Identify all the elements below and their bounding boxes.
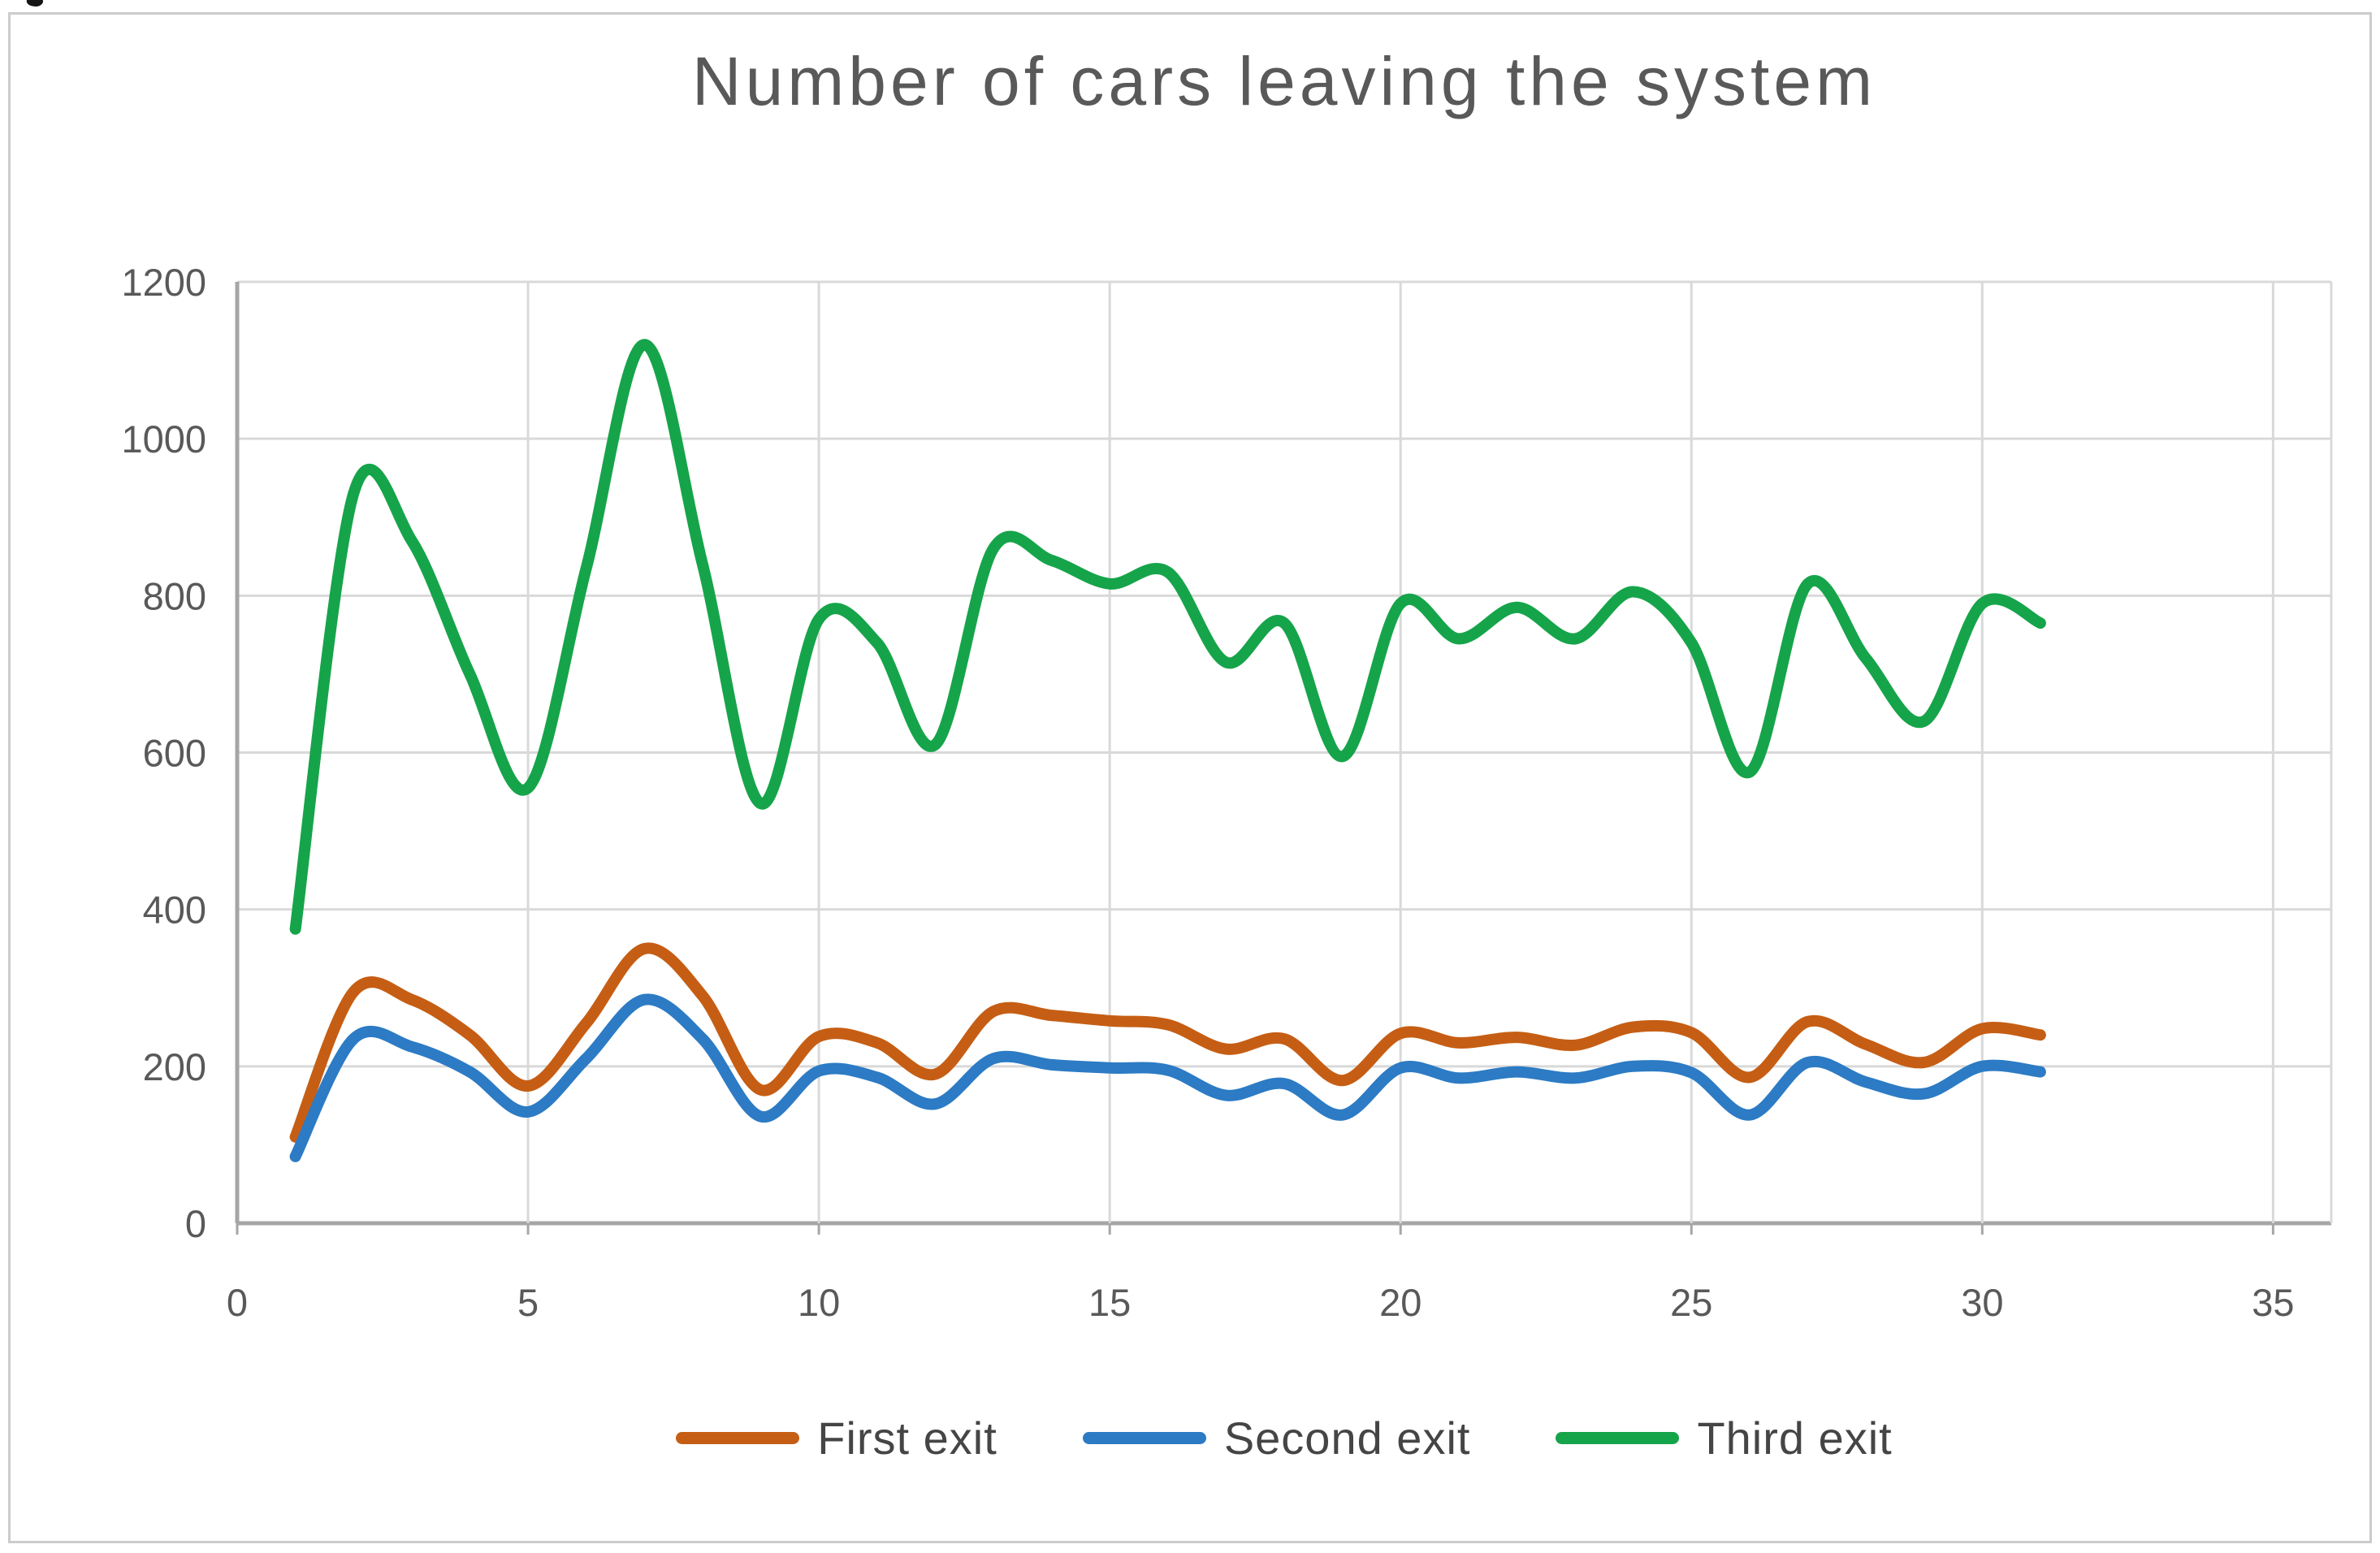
series-line-first-exit [289, 942, 2046, 1143]
x-tick-label-10: 10 [798, 1281, 840, 1324]
series-line-second-exit [289, 993, 2046, 1162]
legend-item-third-exit: Third exit [1556, 1412, 1892, 1464]
x-tick-label-20: 20 [1379, 1281, 1422, 1324]
chart-title: Number of cars leaving the system [691, 43, 1877, 119]
x-tick-label-15: 15 [1088, 1281, 1131, 1324]
y-tick-label-1200: 1200 [121, 261, 206, 304]
third-exit-line-swatch [1556, 1432, 1680, 1444]
legend: First exit Second exit Third exit [237, 1412, 2331, 1464]
y-tick-label-800: 800 [143, 574, 206, 617]
legend-item-second-exit: Second exit [1082, 1412, 1471, 1464]
x-tick-label-35: 35 [2252, 1281, 2294, 1324]
series-line-third-exit [289, 339, 2046, 935]
legend-label-second-exit: Second exit [1223, 1412, 1471, 1464]
chart-border-frame [8, 12, 2372, 1543]
y-tick-label-600: 600 [143, 732, 206, 775]
x-tick-label-0: 0 [227, 1281, 248, 1324]
x-tick-label-5: 5 [517, 1281, 539, 1324]
legend-item-first-exit: First exit [676, 1412, 997, 1464]
first-exit-line-swatch [676, 1432, 800, 1444]
y-tick-label-200: 200 [143, 1045, 206, 1088]
legend-label-third-exit: Third exit [1697, 1412, 1893, 1464]
y-tick-label-0: 0 [185, 1202, 206, 1245]
x-tick-label-30: 30 [1961, 1281, 2003, 1324]
second-exit-line-swatch [1082, 1432, 1206, 1444]
legend-label-first-exit: First exit [817, 1412, 997, 1464]
x-tick-label-25: 25 [1670, 1281, 1712, 1324]
y-tick-label-1000: 1000 [121, 417, 206, 461]
y-tick-label-400: 400 [143, 889, 206, 932]
